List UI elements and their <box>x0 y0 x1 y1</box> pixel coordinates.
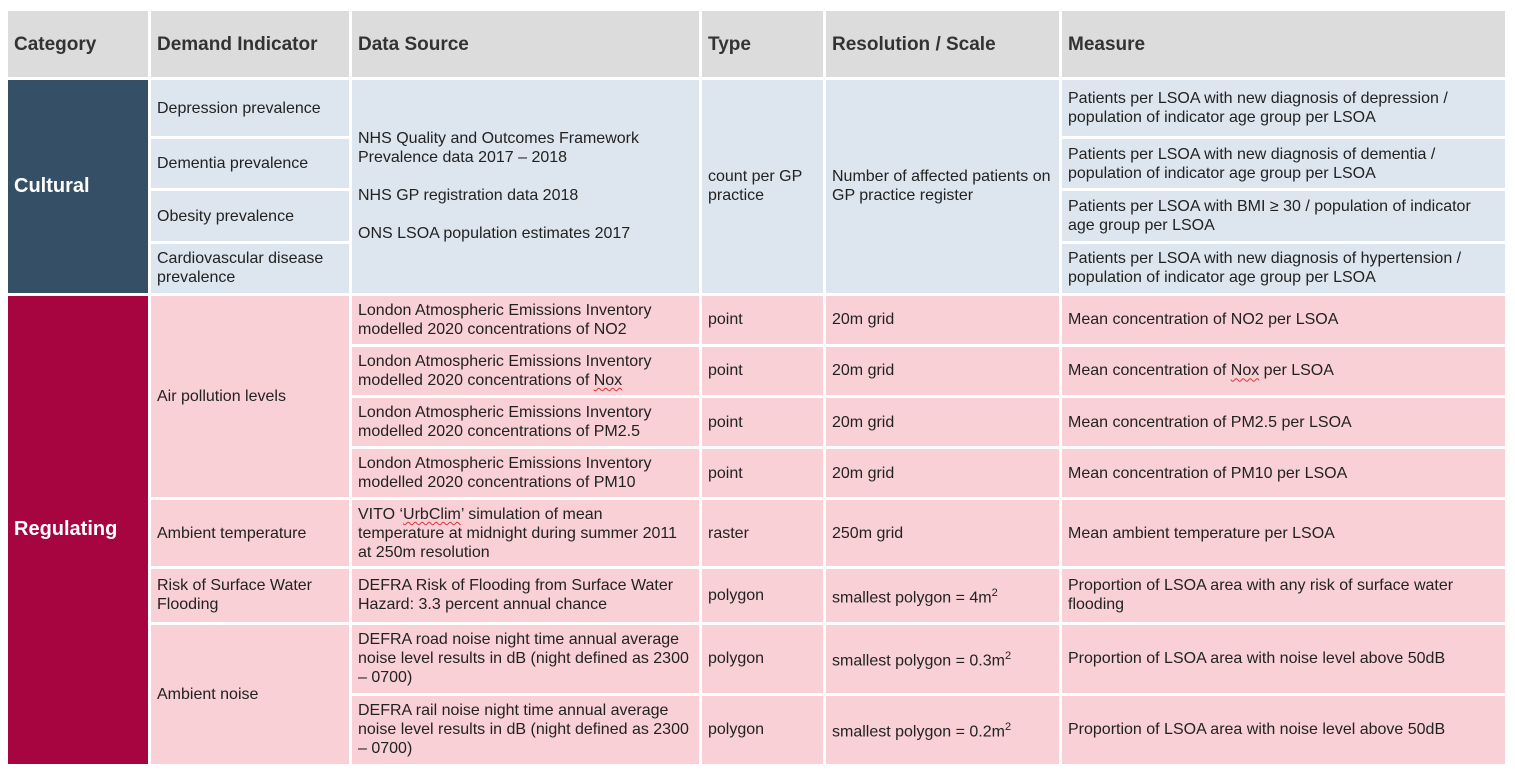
resolution-cell: 20m grid <box>826 346 1059 395</box>
indicator-cell: Risk of Surface Water Flooding <box>151 569 349 622</box>
data-source-line: ONS LSOA population estimates 2017 <box>358 225 631 243</box>
indicator-cell: Air pollution levels <box>151 295 349 498</box>
resolution-cell: Number of affected patients on GP practi… <box>826 80 1059 293</box>
header-resolution: Resolution / Scale <box>826 11 1059 78</box>
header-data-source: Data Source <box>352 11 699 78</box>
resolution-cell: smallest polygon = 0.3m2 <box>826 624 1059 693</box>
table-row: Regulating Air pollution levels London A… <box>8 295 1505 764</box>
measure-cell: Proportion of LSOA area with noise level… <box>1062 624 1505 693</box>
resolution-cell: smallest polygon = 4m2 <box>826 569 1059 622</box>
indicator-cell: Dementia prevalence <box>151 139 349 189</box>
data-source-cell: London Atmospheric Emissions Inventory m… <box>352 346 699 395</box>
table-row: DEFRA rail noise night time annual avera… <box>8 695 1505 764</box>
indicator-cell: Depression prevalence <box>151 80 349 137</box>
indicator-cell: Cardiovascular disease prevalence <box>151 243 349 293</box>
measure-cell: Mean concentration of PM2.5 per LSOA <box>1062 397 1505 447</box>
measure-cell: Mean ambient temperature per LSOA <box>1062 500 1505 567</box>
header-type: Type <box>702 11 823 78</box>
measure-cell: Proportion of LSOA area with noise level… <box>1062 695 1505 764</box>
type-cell: polygon <box>702 569 823 622</box>
measure-cell: Patients per LSOA with new diagnosis of … <box>1062 139 1505 189</box>
category-regulating: Regulating <box>8 295 148 764</box>
data-source-cell: London Atmospheric Emissions Inventory m… <box>352 449 699 498</box>
header-category: Category <box>8 11 148 78</box>
table-row: Cultural Depression prevalence NHS Quali… <box>8 80 1505 293</box>
header-row: Category Demand Indicator Data Source Ty… <box>8 11 1505 78</box>
data-source-cell: NHS Quality and Outcomes Framework Preva… <box>352 80 699 293</box>
type-cell: polygon <box>702 695 823 764</box>
header-measure: Measure <box>1062 11 1505 78</box>
table-row: London Atmospheric Emissions Inventory m… <box>8 346 1505 395</box>
data-source-line: NHS Quality and Outcomes Framework Preva… <box>358 130 639 167</box>
demand-indicators-table: Category Demand Indicator Data Source Ty… <box>5 8 1508 767</box>
table-row: Risk of Surface Water Flooding DEFRA Ris… <box>8 569 1505 622</box>
table-row: Obesity prevalence Patients per LSOA wit… <box>8 191 1505 241</box>
measure-cell: Patients per LSOA with BMI ≥ 30 / popula… <box>1062 191 1505 241</box>
data-source-cell: VITO ‘UrbClim’ simulation of mean temper… <box>352 500 699 567</box>
resolution-cell: 20m grid <box>826 295 1059 344</box>
data-source-cell: DEFRA rail noise night time annual avera… <box>352 695 699 764</box>
type-cell: count per GP practice <box>702 80 823 293</box>
table-row: Dementia prevalence Patients per LSOA wi… <box>8 139 1505 189</box>
table-row: Ambient noise DEFRA road noise night tim… <box>8 624 1505 764</box>
resolution-cell: 20m grid <box>826 449 1059 498</box>
data-source-cell: London Atmospheric Emissions Inventory m… <box>352 397 699 447</box>
table-row: Ambient temperature VITO ‘UrbClim’ simul… <box>8 500 1505 567</box>
table-row: Cardiovascular disease prevalence Patien… <box>8 243 1505 293</box>
measure-cell: Proportion of LSOA area with any risk of… <box>1062 569 1505 622</box>
category-cultural: Cultural <box>8 80 148 293</box>
measure-cell: Mean concentration of Nox per LSOA <box>1062 346 1505 395</box>
measure-cell: Patients per LSOA with new diagnosis of … <box>1062 80 1505 137</box>
type-cell: point <box>702 346 823 395</box>
table-row: London Atmospheric Emissions Inventory m… <box>8 397 1505 447</box>
measure-cell: Patients per LSOA with new diagnosis of … <box>1062 243 1505 293</box>
indicator-cell: Ambient noise <box>151 624 349 764</box>
indicator-cell: Obesity prevalence <box>151 191 349 241</box>
indicator-cell: Ambient temperature <box>151 500 349 567</box>
resolution-cell: smallest polygon = 0.2m2 <box>826 695 1059 764</box>
data-source-line: NHS GP registration data 2018 <box>358 187 579 205</box>
table-row: London Atmospheric Emissions Inventory m… <box>8 449 1505 498</box>
type-cell: point <box>702 295 823 344</box>
type-cell: raster <box>702 500 823 567</box>
data-source-cell: London Atmospheric Emissions Inventory m… <box>352 295 699 344</box>
type-cell: point <box>702 397 823 447</box>
type-cell: point <box>702 449 823 498</box>
data-source-cell: DEFRA Risk of Flooding from Surface Wate… <box>352 569 699 622</box>
type-cell: polygon <box>702 624 823 693</box>
measure-cell: Mean concentration of PM10 per LSOA <box>1062 449 1505 498</box>
measure-cell: Mean concentration of NO2 per LSOA <box>1062 295 1505 344</box>
header-demand-indicator: Demand Indicator <box>151 11 349 78</box>
data-source-cell: DEFRA road noise night time annual avera… <box>352 624 699 693</box>
resolution-cell: 20m grid <box>826 397 1059 447</box>
resolution-cell: 250m grid <box>826 500 1059 567</box>
